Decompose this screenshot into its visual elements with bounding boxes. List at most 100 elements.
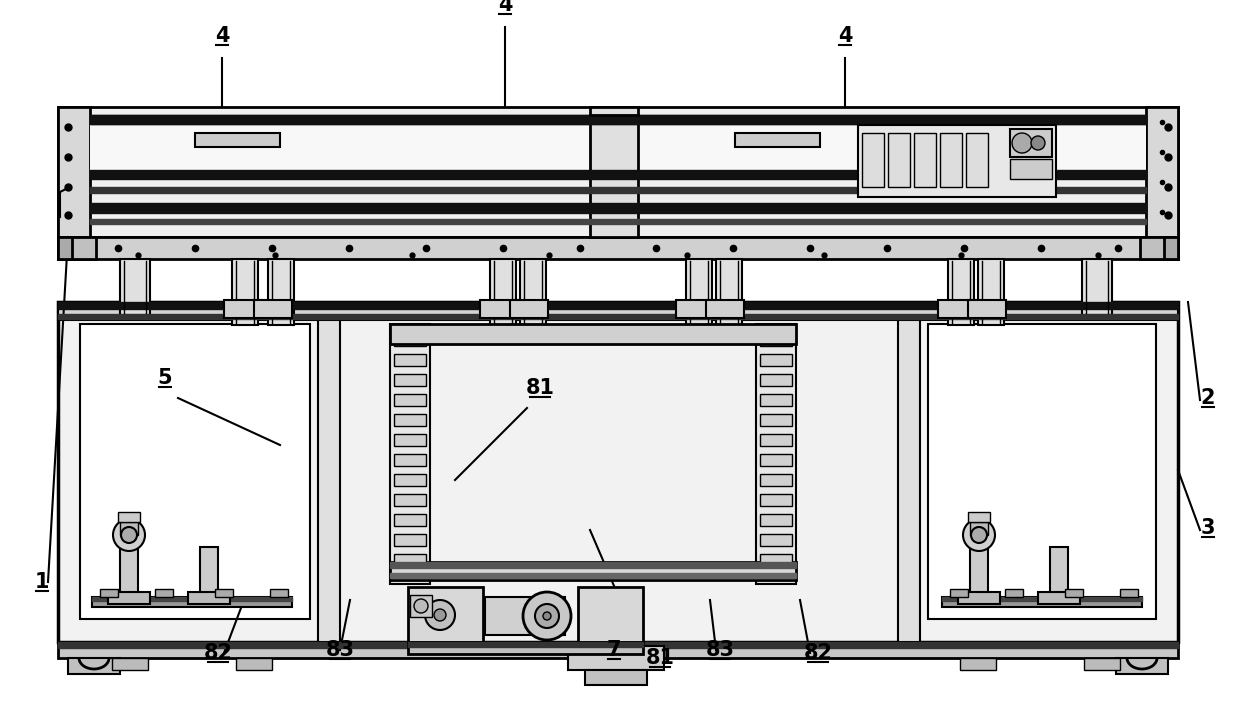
Bar bbox=[480, 300, 518, 318]
Bar bbox=[394, 494, 427, 506]
Circle shape bbox=[113, 519, 145, 551]
Bar bbox=[949, 259, 973, 325]
Bar bbox=[91, 187, 1146, 193]
Bar bbox=[490, 259, 516, 325]
Bar bbox=[81, 324, 310, 619]
Bar bbox=[394, 394, 427, 406]
Bar bbox=[58, 314, 1178, 319]
Bar bbox=[970, 522, 988, 535]
Bar bbox=[91, 170, 1146, 179]
Bar bbox=[706, 300, 744, 318]
Bar bbox=[58, 237, 1178, 259]
Bar bbox=[1011, 159, 1052, 179]
Circle shape bbox=[963, 519, 994, 551]
Text: 7: 7 bbox=[606, 640, 621, 660]
Bar bbox=[394, 434, 427, 446]
Bar bbox=[317, 320, 340, 642]
Bar bbox=[928, 324, 1156, 619]
Bar bbox=[188, 592, 229, 604]
Bar bbox=[968, 300, 1006, 318]
Bar bbox=[120, 547, 138, 597]
Bar bbox=[91, 203, 1146, 213]
Bar bbox=[1140, 237, 1178, 259]
Bar bbox=[236, 658, 272, 670]
Bar bbox=[760, 474, 792, 486]
Bar bbox=[58, 302, 1178, 642]
Bar bbox=[942, 597, 1142, 601]
Bar bbox=[1146, 107, 1178, 237]
Bar bbox=[394, 354, 427, 366]
Bar bbox=[914, 133, 936, 187]
Bar bbox=[270, 589, 288, 597]
Bar bbox=[195, 133, 280, 147]
Bar bbox=[91, 115, 1146, 170]
Bar bbox=[959, 592, 999, 604]
Circle shape bbox=[414, 599, 428, 613]
Bar bbox=[58, 107, 1178, 237]
Bar bbox=[112, 658, 148, 670]
Bar bbox=[760, 374, 792, 386]
Bar bbox=[155, 589, 174, 597]
Bar bbox=[1116, 658, 1168, 674]
Bar bbox=[760, 454, 792, 466]
Bar bbox=[760, 354, 792, 366]
Text: 81: 81 bbox=[646, 648, 675, 668]
Bar bbox=[937, 300, 976, 318]
Bar bbox=[760, 514, 792, 526]
Circle shape bbox=[1030, 136, 1045, 150]
Bar bbox=[394, 454, 427, 466]
Bar bbox=[858, 125, 1056, 197]
Bar bbox=[898, 320, 920, 642]
Bar bbox=[408, 642, 644, 654]
Bar bbox=[391, 562, 796, 568]
Bar bbox=[91, 219, 1146, 224]
Bar bbox=[676, 300, 714, 318]
Bar bbox=[254, 300, 291, 318]
Bar bbox=[120, 522, 138, 535]
Circle shape bbox=[523, 592, 570, 640]
Circle shape bbox=[122, 527, 136, 543]
Bar bbox=[118, 512, 140, 522]
Text: 2: 2 bbox=[1200, 388, 1215, 408]
Bar bbox=[942, 597, 1142, 607]
Bar bbox=[58, 107, 91, 237]
Bar bbox=[1120, 589, 1138, 597]
Text: 5: 5 bbox=[157, 368, 172, 388]
Text: 4: 4 bbox=[215, 26, 229, 46]
Bar bbox=[92, 597, 291, 607]
Text: 83: 83 bbox=[706, 640, 734, 660]
Bar bbox=[410, 595, 432, 617]
Bar bbox=[394, 474, 427, 486]
Bar bbox=[91, 115, 1146, 124]
Circle shape bbox=[434, 609, 446, 621]
Bar bbox=[92, 597, 291, 601]
Bar bbox=[510, 300, 548, 318]
Bar bbox=[58, 237, 95, 259]
Bar bbox=[1164, 237, 1178, 259]
Text: 1: 1 bbox=[35, 572, 50, 592]
Bar bbox=[100, 589, 118, 597]
Bar bbox=[940, 133, 962, 187]
Bar bbox=[760, 394, 792, 406]
Bar bbox=[120, 259, 150, 315]
Text: 3: 3 bbox=[1200, 518, 1215, 538]
Bar bbox=[391, 324, 430, 584]
Bar bbox=[215, 589, 233, 597]
Bar bbox=[590, 107, 639, 237]
Circle shape bbox=[1012, 133, 1032, 153]
Bar bbox=[224, 300, 262, 318]
Bar bbox=[408, 587, 484, 642]
Bar bbox=[268, 259, 294, 325]
Text: 4: 4 bbox=[838, 26, 852, 46]
Bar bbox=[394, 514, 427, 526]
Bar bbox=[1065, 589, 1083, 597]
Bar bbox=[1084, 658, 1120, 670]
Bar bbox=[715, 259, 742, 325]
Circle shape bbox=[534, 604, 559, 628]
Bar bbox=[391, 324, 796, 344]
Bar bbox=[760, 554, 792, 566]
Bar bbox=[968, 512, 990, 522]
Bar bbox=[485, 597, 565, 635]
Bar bbox=[585, 670, 647, 685]
Text: 82: 82 bbox=[203, 643, 233, 663]
